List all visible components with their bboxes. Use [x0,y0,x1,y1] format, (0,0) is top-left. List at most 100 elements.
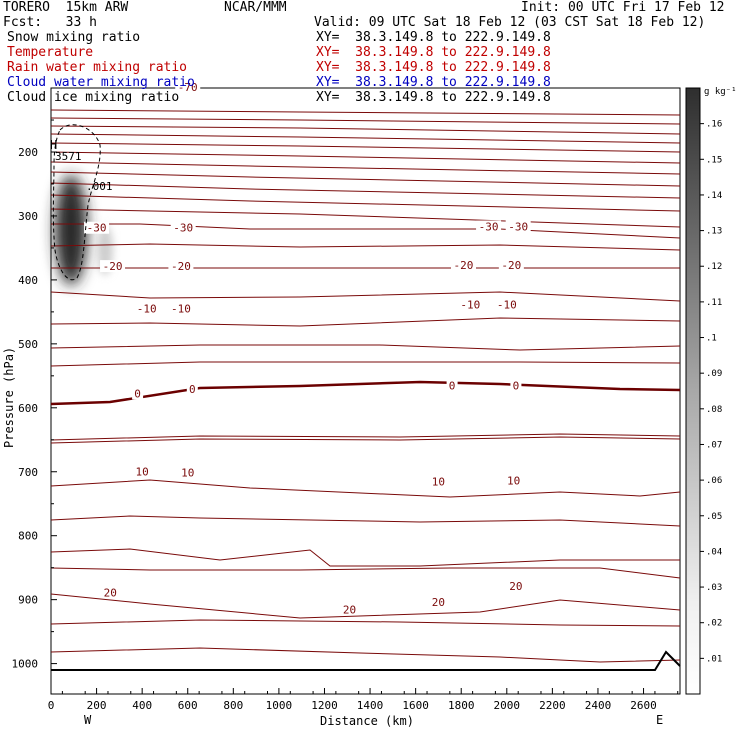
temperature-contour [50,433,681,441]
contour-label-bg [133,465,152,478]
colorbar-tick-label: .12 [706,262,722,272]
field-cloud-ice: Cloud ice mixing ratio [7,90,180,105]
contour-label-bg [506,579,525,592]
y-tick-label: 600 [18,402,38,415]
contour-label-bg [84,221,110,234]
contour-label: 20 [509,580,522,593]
contour-label-bg [134,302,160,315]
plot-frame [50,87,681,695]
colorbar-tick-label: .08 [706,405,722,415]
temperature-contour [50,243,681,251]
colorbar-tick-label: .02 [706,619,722,629]
colorbar-tick-label: .06 [706,476,722,486]
contour-label: 10 [507,474,520,487]
y-tick-label: 1000 [12,658,39,671]
contour-label-bg [498,258,524,271]
x-axis-label: Distance (km) [320,714,414,728]
colorbar-tick-label: .01 [706,654,722,664]
contour-label-bg [168,260,194,273]
colorbar-tick-label: .15 [706,155,722,165]
temperature-contour-labels: -70 -30 -30 -30 -30 -20 -20 -20 -20 -10 -10 -10 -10 0… [84,81,531,617]
contour-label: 0 [449,380,456,393]
y-axis-label: Pressure (hPa) [2,347,16,448]
temperature-contour [50,548,680,567]
colorbar-tick-label: .07 [706,440,722,450]
temperature-contour [50,619,681,627]
colorbar-tick-label: .14 [706,191,722,201]
contour-label: -20 [171,260,191,273]
contour-label-bg [457,298,483,311]
temperature-contour [51,223,681,239]
x-tick-label: 0 [48,699,55,712]
forecast-hour: Fcst: 33 h [3,15,97,30]
temperature-contour [50,117,681,125]
contour-label: -20 [501,259,521,272]
x-tick-label: 1400 [357,699,384,712]
contour-label: -10 [171,302,191,315]
temperature-contour [50,142,681,153]
temperature-contour [50,479,681,498]
contour-label-bg [494,298,520,311]
y-tick-label: 500 [18,338,38,351]
temperature-contour [50,317,681,327]
contour-label: 10 [432,476,445,489]
contour-label-bg [101,586,120,599]
temperature-contours [50,109,681,663]
x-tick-label: 2400 [585,699,612,712]
temperature-contour [50,436,681,444]
contour-label: -10 [137,302,157,315]
contour-label-bg [450,258,476,271]
colorbar-tick-label: .03 [706,583,722,593]
contour-label-bg [170,221,196,234]
contour-label-bg [510,379,522,392]
east-label: E [656,713,663,727]
x-axis: 0 200 400 600 800 1000 1200 1400 1600 1800 2000 220… [48,688,679,712]
contour-label: 20 [104,586,117,599]
y-tick-label: 200 [18,146,38,159]
temperature-contour [50,567,681,579]
y-tick-label: 700 [18,466,38,479]
contour-label: -10 [460,298,480,311]
terrain-line [51,650,681,671]
temperature-contour [50,171,681,187]
colorbar-ticks: .01 .02 .03 .04 .05 .06 .07 .08 .09 .1 .11 .12 .13 .1… [700,120,722,664]
field-temperature: Temperature [7,45,94,60]
organization: NCAR/MMM [224,0,287,15]
west-label: W [84,713,92,727]
contour-label-bg [476,220,502,233]
temperature-contour [50,291,681,302]
x-tick-label: 2600 [630,699,657,712]
x-tick-label: 600 [178,699,198,712]
x-tick-label: 2200 [539,699,566,712]
init-time: Init: 00 UTC Fri 17 Feb 12 [521,0,725,15]
temperature-xy: XY= 38.3.149.8 to 222.9.149.8 [316,45,551,60]
contour-label: 20 [432,596,445,609]
y-tick-label: 400 [18,274,38,287]
colorbar-tick-label: .11 [706,298,722,308]
x-tick-label: 200 [87,699,107,712]
temperature-contour [50,109,681,116]
contour-label: -20 [454,259,474,272]
rain-xy: XY= 38.3.149.8 to 222.9.149.8 [316,60,551,75]
field-cloud-water: Cloud water mixing ratio [7,75,195,90]
temperature-contour [50,161,681,175]
valid-time: Valid: 09 UTC Sat 18 Feb 12 (03 CST Sat … [314,15,706,30]
contour-label-bg [446,379,458,392]
contour-label-bg [175,81,201,94]
temperature-contour [50,133,681,144]
x-tick-label: 400 [132,699,152,712]
contour-label: -30 [173,222,193,235]
snow-xy: XY= 38.3.149.8 to 222.9.149.8 [316,30,551,45]
contour-label-bg [100,260,126,273]
y-tick-label: 900 [18,594,38,607]
temperature-contour [50,151,681,164]
field-rain: Rain water mixing ratio [7,60,188,75]
zero-degree-contour [50,380,681,406]
contour-label-bg [340,603,359,616]
contour-label-bg [168,302,194,315]
y-axis: 200 300 400 500 600 700 800 900 1000 [12,119,57,671]
temperature-contour [50,647,681,663]
max-marker: H [50,138,57,152]
contour-label: -70 [178,81,198,94]
field-snow: Snow mixing ratio [7,30,141,45]
